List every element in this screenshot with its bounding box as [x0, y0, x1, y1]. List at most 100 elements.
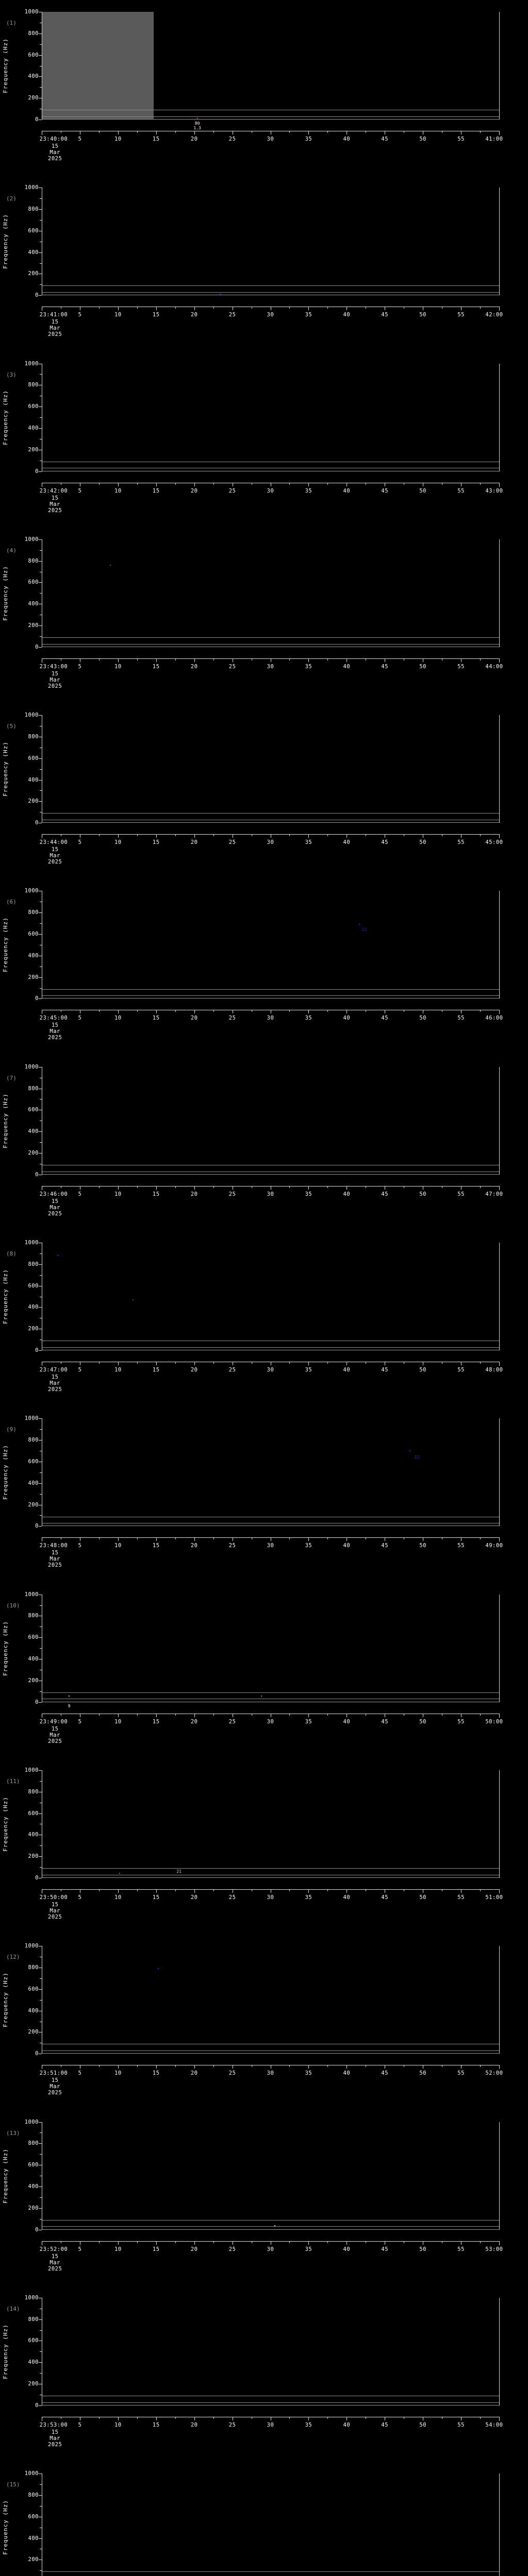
spectrogram-image[interactable]	[42, 1243, 499, 1351]
x-axis-tick-mark	[308, 1889, 309, 1893]
x-axis-tick-label: 30	[267, 312, 274, 318]
x-axis-minor-tick-mark	[289, 482, 290, 485]
spectrogram-panel[interactable]: (14) Frequency (Hz) 0 200 400 600 800 1000 23:53…	[0, 2285, 528, 2462]
x-axis-date-label: 15 Mar 2025	[48, 143, 62, 162]
detection-marker-label[interactable]: 12	[414, 1454, 420, 1460]
spectrogram-panel[interactable]: (7) Frequency (Hz) 0 200 400 600 800 1000 23:46:…	[0, 1055, 528, 1231]
spectrogram-image[interactable]	[42, 1946, 499, 2054]
x-axis-tick-label: 50	[419, 663, 426, 670]
spectrogram-panel[interactable]: (1) Frequency (Hz) 0 200 400 600 800 1000 80 1.3 2…	[0, 0, 528, 176]
x-axis-start-time-label: 23:53:00	[39, 2421, 68, 2428]
spectrogram-panel[interactable]: (10) Frequency (Hz) 0 200 400 600 800 1000 9 23:4…	[0, 1582, 528, 1758]
x-axis-tick-label: 45	[381, 2070, 389, 2077]
spectrogram-image[interactable]	[42, 1066, 499, 1175]
x-axis-end-time-label: 51:00	[485, 1894, 503, 1901]
spectrogram-panel[interactable]: (8) Frequency (Hz) 0 200 400 600 800 1000 23:47:…	[0, 1231, 528, 1407]
spectrogram-image[interactable]: 21	[42, 1770, 499, 1878]
detection-marker-label[interactable]: 21	[176, 1869, 182, 1874]
x-axis-date-line: Mar	[50, 1907, 60, 1914]
spectrogram-image[interactable]	[42, 12, 499, 120]
spectrogram-image[interactable]	[42, 1594, 499, 1702]
panel-index-label: (7)	[6, 1074, 16, 1081]
x-axis-date-line: Mar	[50, 325, 60, 332]
y-axis-tick-label: 400	[28, 425, 39, 431]
spectrogram-image[interactable]	[42, 2473, 499, 2576]
detection-dot[interactable]	[409, 1450, 411, 1452]
x-axis-tick-label: 10	[114, 487, 122, 494]
y-axis-tick-label: 1000	[24, 888, 39, 894]
x-axis-minor-tick-mark	[289, 834, 290, 837]
detection-dot[interactable]	[110, 565, 111, 566]
detection-marker-label[interactable]: 11	[361, 927, 367, 932]
x-axis-tick-mark	[118, 834, 119, 838]
x-axis-date-line: 15	[51, 1550, 59, 1556]
x-axis-minor-tick-mark	[175, 658, 176, 660]
x-axis-tick-label: 35	[305, 2421, 312, 2428]
spectrogram-panel[interactable]: (9) Frequency (Hz) 0 200 400 600 800 1000 12 23:4…	[0, 1406, 528, 1583]
spectrogram-image[interactable]	[42, 2122, 499, 2230]
spectrogram-panel[interactable]: (15)Frequency (Hz)0200400600800100023:54…	[0, 2462, 528, 2576]
x-axis-tick-label: 35	[305, 1894, 312, 1901]
spectrogram-panel[interactable]: (3) Frequency (Hz) 0 200 400 600 800 1000 23:42:…	[0, 351, 528, 528]
y-axis-tick-label: 1000	[24, 712, 39, 719]
x-axis-tick-label: 45	[381, 1718, 389, 1725]
y-axis-minor-tick-mark	[40, 1515, 42, 1516]
x-axis-tick-label: 40	[343, 1718, 351, 1725]
spectrogram-image[interactable]	[42, 2297, 499, 2405]
y-axis-tick-label: 1000	[24, 1240, 39, 1246]
x-axis-tick-label: 10	[114, 1191, 122, 1197]
y-axis-tick-mark	[39, 1264, 42, 1265]
x-axis-tick-label: 20	[190, 487, 198, 494]
plot-right-border	[499, 1418, 500, 1527]
y-axis-tick-label: 400	[28, 776, 39, 783]
y-axis-tick-label: 400	[28, 249, 39, 256]
spectrogram-image[interactable]: 12	[42, 1418, 499, 1527]
x-axis-minor-tick-mark	[327, 2416, 328, 2419]
x-axis-tick-mark	[346, 131, 348, 134]
x-axis-minor-tick-mark	[98, 2241, 100, 2243]
x-axis-minor-tick-mark	[213, 2416, 214, 2419]
detection-dot[interactable]	[219, 293, 221, 295]
plot-right-border	[499, 1770, 500, 1878]
y-axis-tick-label: 400	[28, 2359, 39, 2366]
x-axis-minor-tick-mark	[289, 307, 290, 309]
spectrogram-panel[interactable]: (12) Frequency (Hz) 0 200 400 600 800 1000 23:51…	[0, 1934, 528, 2110]
x-axis-minor-tick-mark	[480, 1713, 481, 1716]
detection-dot[interactable]	[359, 924, 360, 925]
y-axis-tick-mark	[39, 625, 42, 626]
detection-dot[interactable]	[158, 1968, 159, 1970]
x-axis-tick-label: 15	[152, 1718, 160, 1725]
spectrogram-image[interactable]	[42, 363, 499, 471]
x-axis-tick-mark	[499, 2241, 500, 2245]
spectrogram-panel[interactable]: (13) Frequency (Hz) 0 200 400 600 800 1000 23:52…	[0, 2110, 528, 2286]
x-axis-date-line: 15	[51, 1198, 59, 1205]
spectrogram-image[interactable]	[42, 539, 499, 647]
detection-dot[interactable]	[119, 1872, 120, 1874]
x-axis-minor-tick-mark	[98, 1537, 100, 1540]
spectrogram-image[interactable]	[42, 188, 499, 296]
spectrogram-panel[interactable]: (6) Frequency (Hz) 0 200 400 600 800 1000 11 23:4…	[0, 879, 528, 1055]
frequency-reference-line	[42, 1347, 499, 1348]
x-axis-tick-label: 20	[190, 663, 198, 670]
x-axis-tick-label: 45	[381, 487, 389, 494]
x-axis-tick-mark	[194, 2241, 195, 2245]
spectrogram-panel[interactable]: (2) Frequency (Hz) 0 200 400 600 800 1000 23:41:…	[0, 176, 528, 352]
y-axis-tick-mark	[39, 561, 42, 562]
spectrogram-panel[interactable]: (4) Frequency (Hz) 0 200 400 600 800 1000 23:43:…	[0, 527, 528, 704]
detection-dot[interactable]	[274, 2225, 276, 2227]
detection-dot[interactable]	[260, 1696, 262, 1697]
x-axis-tick-label: 55	[457, 1191, 465, 1197]
detection-dot[interactable]	[57, 1255, 59, 1257]
spectrogram-panel[interactable]: (11) Frequency (Hz) 0 200 400 600 800 1000 21 23:…	[0, 1758, 528, 1935]
detection-dot[interactable]	[133, 1299, 134, 1300]
spectrogram-image[interactable]: 11	[42, 891, 499, 999]
detection-dot[interactable]	[196, 118, 198, 120]
x-axis-tick-label: 50	[419, 1367, 426, 1374]
spectrogram-panel[interactable]: (5) Frequency (Hz) 0 200 400 600 800 1000 23:44:…	[0, 703, 528, 879]
y-axis-tick-label: 200	[28, 446, 39, 453]
spectrogram-image[interactable]	[42, 715, 499, 823]
y-axis-minor-tick-mark	[40, 988, 42, 989]
y-axis-tick-label: 800	[28, 1261, 39, 1267]
x-axis-tick-mark	[308, 2065, 309, 2069]
detection-dot[interactable]	[69, 1696, 70, 1697]
